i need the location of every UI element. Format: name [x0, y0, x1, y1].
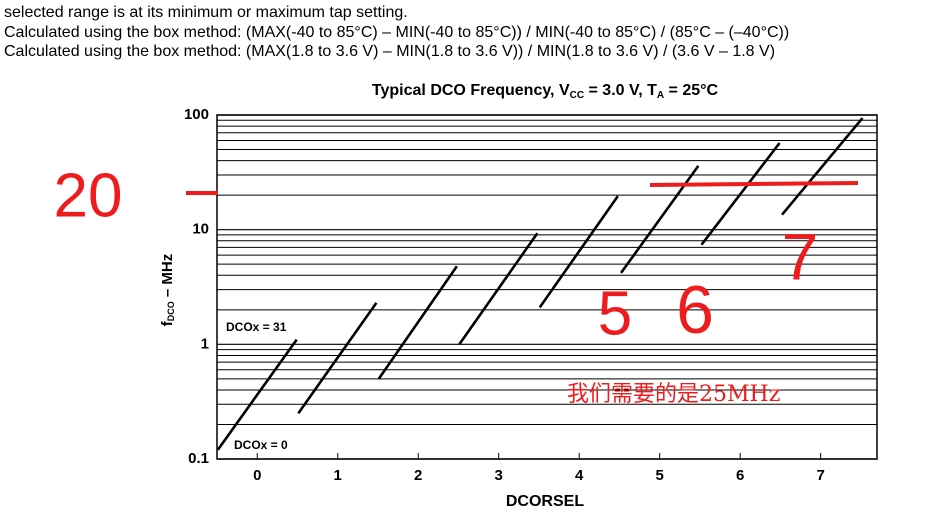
red-line — [649, 181, 859, 187]
y-axis-label: fDCO – MHz — [159, 254, 176, 327]
y-label-sub: DCO — [166, 301, 176, 321]
data-line — [216, 338, 298, 451]
x-tick-label: 1 — [334, 467, 342, 484]
x-tick-label: 2 — [414, 467, 422, 484]
x-tick-label: 5 — [656, 467, 664, 484]
red-note: 我们需要的是25MHz — [567, 382, 780, 407]
data-line — [377, 265, 458, 380]
red-number: 7 — [782, 219, 819, 293]
title-sub: CC — [570, 90, 584, 101]
header-line: Calculated using the box method: (MAX(-4… — [4, 24, 789, 41]
title-part: = 25°C — [664, 82, 718, 99]
title-sub: A — [657, 90, 664, 101]
header-line: selected range is at its minimum or maxi… — [4, 4, 408, 21]
plot-frame — [216, 114, 878, 460]
y-tick-label: 10 — [192, 221, 209, 238]
x-tick-label: 3 — [495, 467, 503, 484]
title-part: Typical — [372, 82, 430, 99]
annotation: DCOx = 0 — [234, 438, 288, 452]
data-line — [458, 232, 539, 346]
red-number: 5 — [598, 279, 632, 348]
x-tick-label: 0 — [253, 467, 261, 484]
x-tick-label: 6 — [736, 467, 744, 484]
title-highlight: DCO — [430, 82, 466, 99]
y-tick-label: 1 — [201, 335, 209, 352]
header: selected range is at its minimum or maxi… — [4, 4, 789, 60]
y-tick-label: 100 — [184, 106, 209, 123]
red-number: 20 — [54, 161, 123, 230]
x-axis-label: DCORSEL — [506, 493, 584, 510]
red-number: 6 — [676, 272, 714, 348]
y-label-part: – MHz — [159, 254, 176, 302]
handwriting: 20 5 6 7 我们需要的是25MHz — [54, 161, 859, 407]
data-line — [700, 142, 781, 246]
title-part: = 3.0 V, T — [584, 82, 657, 99]
y-label-part: f — [159, 320, 176, 326]
title-part: Frequency, V — [466, 82, 570, 99]
header-line: Calculated using the box method: (MAX(1.… — [4, 43, 775, 60]
data-line — [619, 165, 700, 274]
data-line — [297, 302, 378, 415]
y-tick-label: 0.1 — [188, 450, 209, 467]
chart-title: Typical DCO Frequency, VCC = 3.0 V, TA =… — [372, 82, 719, 100]
x-tick-label: 4 — [575, 467, 584, 484]
data-line — [781, 117, 864, 216]
x-tick-label: 7 — [816, 467, 824, 484]
annotation: DCOx = 31 — [226, 320, 287, 334]
data-line — [538, 195, 619, 309]
